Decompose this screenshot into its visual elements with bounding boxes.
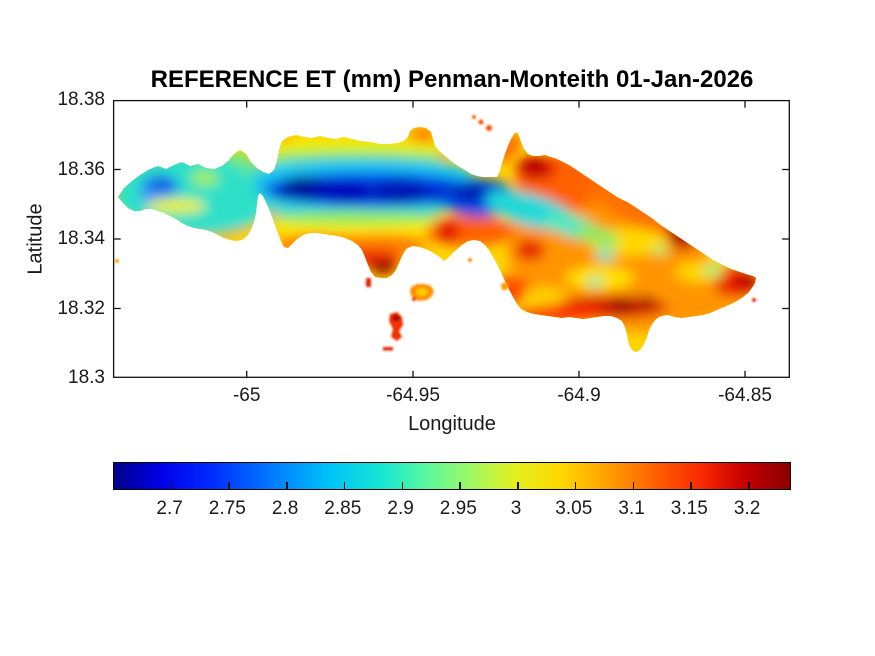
x-tick-marks xyxy=(246,101,746,378)
colorbar-tick-mark xyxy=(459,482,461,489)
x-tick-label: -64.85 xyxy=(718,385,772,406)
colorbar-tick-label: 3 xyxy=(510,498,522,519)
colorbar-tick-mark xyxy=(748,482,750,489)
y-tick-label: 18.38 xyxy=(57,89,105,110)
y-tick-label: 18.36 xyxy=(57,158,105,180)
colorbar-tick-label: 3.05 xyxy=(555,498,593,519)
colorbar-tick-mark xyxy=(228,482,230,489)
colorbar-tick-label: 2.95 xyxy=(439,498,477,519)
x-tick-label: -65 xyxy=(232,385,261,406)
y-tick-label: 18.32 xyxy=(57,297,105,319)
colorbar-tick-label: 2.7 xyxy=(156,498,183,519)
et-field xyxy=(118,127,756,352)
x-tick-label: -64.95 xyxy=(386,385,440,406)
x-axis-label: Longitude xyxy=(408,413,496,435)
colorbar-tick-mark xyxy=(343,482,346,489)
colorbar-tick-label: 2.75 xyxy=(208,498,246,519)
colorbar-tick-label: 3.15 xyxy=(670,498,708,519)
colorbar-tick-label: 2.9 xyxy=(387,498,414,519)
colorbar-tick-label: 2.8 xyxy=(271,498,299,519)
colorbar-tick-mark xyxy=(632,482,635,489)
colorbar-tick-mark xyxy=(286,482,288,489)
colorbar-tick-label: 3.2 xyxy=(733,498,761,519)
y-tick-marks xyxy=(114,168,789,310)
plot-title: REFERENCE ET (mm) Penman-Monteith 01-Jan… xyxy=(150,66,754,93)
offshore-islets xyxy=(115,115,756,351)
colorbar-tick-label: 3.1 xyxy=(618,498,645,519)
colorbar-tick-label: 2.85 xyxy=(324,498,362,519)
y-tick-label: 18.34 xyxy=(57,228,105,249)
colorbar-tick-mark xyxy=(574,482,577,489)
colorbar-tick-mark xyxy=(517,482,519,489)
y-axis-label: Latitude xyxy=(24,203,47,275)
axes-box xyxy=(112,99,790,378)
colorbar-tick-mark xyxy=(170,482,173,489)
island-contour-map xyxy=(112,99,790,378)
y-tick-label: 18.3 xyxy=(68,367,105,388)
colorbar xyxy=(113,462,791,490)
x-tick-label: -64.9 xyxy=(557,385,601,406)
colorbar-tick-mark xyxy=(690,482,692,489)
colorbar-tick-mark xyxy=(401,482,404,489)
